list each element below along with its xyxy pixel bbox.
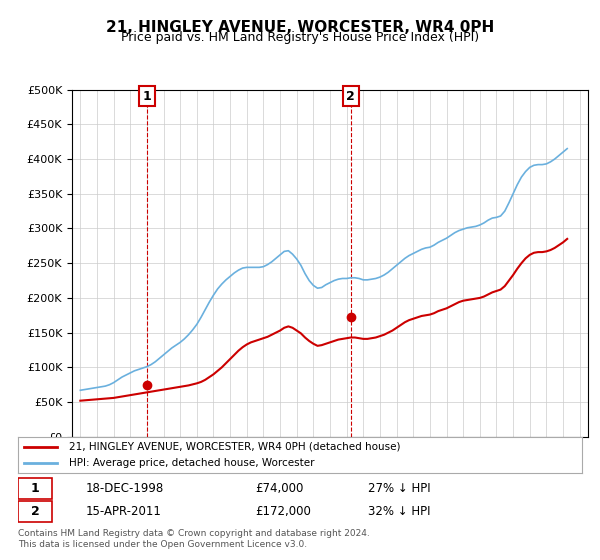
Text: 15-APR-2011: 15-APR-2011 [86,505,161,518]
Text: 2: 2 [31,505,39,518]
Text: 1: 1 [31,482,39,495]
FancyBboxPatch shape [18,501,52,522]
Text: 32% ↓ HPI: 32% ↓ HPI [368,505,430,518]
Text: 18-DEC-1998: 18-DEC-1998 [86,482,164,495]
Text: Contains HM Land Registry data © Crown copyright and database right 2024.
This d: Contains HM Land Registry data © Crown c… [18,529,370,549]
Text: 1: 1 [143,90,151,102]
FancyBboxPatch shape [18,478,52,499]
Text: Price paid vs. HM Land Registry's House Price Index (HPI): Price paid vs. HM Land Registry's House … [121,31,479,44]
Text: £172,000: £172,000 [255,505,311,518]
Text: HPI: Average price, detached house, Worcester: HPI: Average price, detached house, Worc… [69,458,314,468]
Text: 21, HINGLEY AVENUE, WORCESTER, WR4 0PH (detached house): 21, HINGLEY AVENUE, WORCESTER, WR4 0PH (… [69,442,400,452]
Text: 27% ↓ HPI: 27% ↓ HPI [368,482,430,495]
Text: 2: 2 [346,90,355,102]
Text: 21, HINGLEY AVENUE, WORCESTER, WR4 0PH: 21, HINGLEY AVENUE, WORCESTER, WR4 0PH [106,20,494,35]
Text: £74,000: £74,000 [255,482,303,495]
